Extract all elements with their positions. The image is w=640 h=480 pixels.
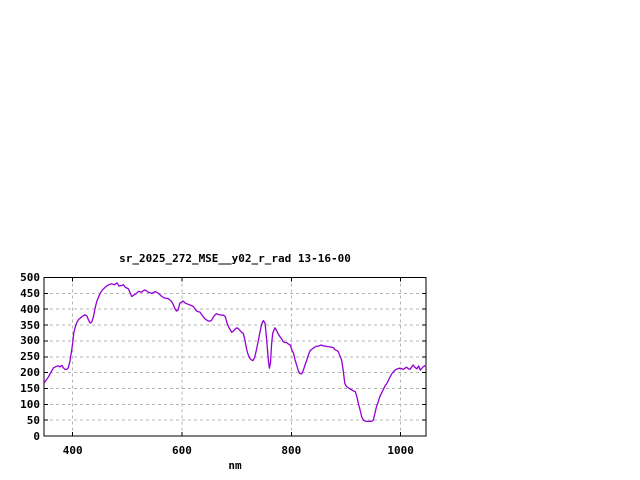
x-axis-label: nm: [228, 459, 242, 472]
y-tick-label: 50: [26, 413, 40, 427]
y-tick-label: 350: [20, 318, 40, 332]
x-tick-label: 600: [172, 444, 192, 457]
y-tick-label: 450: [20, 286, 40, 300]
x-tick-label: 800: [281, 444, 302, 457]
y-tick-label: 400: [20, 302, 40, 316]
x-tick-label: 1000: [387, 444, 414, 457]
y-tick-label: 500: [20, 271, 40, 284]
y-tick-label: 200: [20, 366, 40, 380]
spectrum-line: [43, 282, 427, 423]
y-tick-label: 250: [20, 350, 40, 364]
y-tick-label: 150: [20, 381, 40, 395]
chart-title: sr_2025_272_MSE__y02_r_rad 13-16-00: [119, 252, 351, 265]
y-tick-label: 300: [20, 334, 40, 348]
x-tick-label: 400: [62, 444, 83, 457]
y-tick-label: 0: [33, 429, 40, 443]
y-tick-label: 100: [20, 397, 40, 411]
